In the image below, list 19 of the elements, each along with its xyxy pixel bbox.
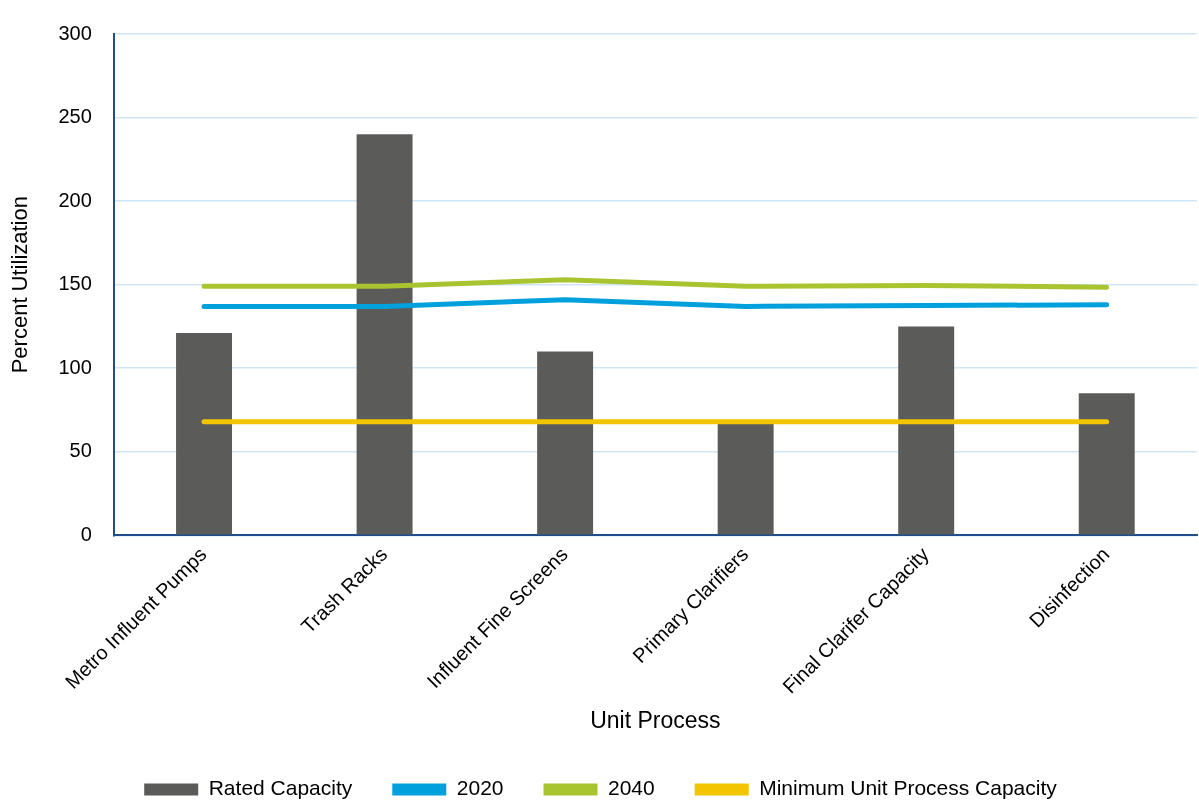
y-tick-label: 200	[58, 188, 92, 211]
y-tick-label: 0	[80, 522, 92, 545]
legend-label: 2040	[608, 776, 655, 800]
bar	[176, 333, 233, 535]
bar	[717, 423, 774, 535]
bar	[537, 351, 594, 535]
bar	[898, 326, 955, 535]
bar	[356, 134, 413, 535]
x-axis-title: Unit Process	[590, 706, 721, 733]
y-tick-label: 50	[69, 439, 92, 462]
y-tick-label: 300	[58, 21, 92, 44]
y-axis-title: Percent Utilization	[7, 196, 33, 374]
y-tick-label: 250	[58, 105, 92, 128]
legend-label: 2020	[456, 776, 504, 800]
bar	[1078, 393, 1135, 535]
y-tick-label: 150	[58, 272, 92, 295]
legend-label: Minimum Unit Process Capacity	[759, 776, 1058, 800]
y-tick-label: 100	[58, 355, 92, 378]
legend-label: Rated Capacity	[208, 776, 353, 800]
